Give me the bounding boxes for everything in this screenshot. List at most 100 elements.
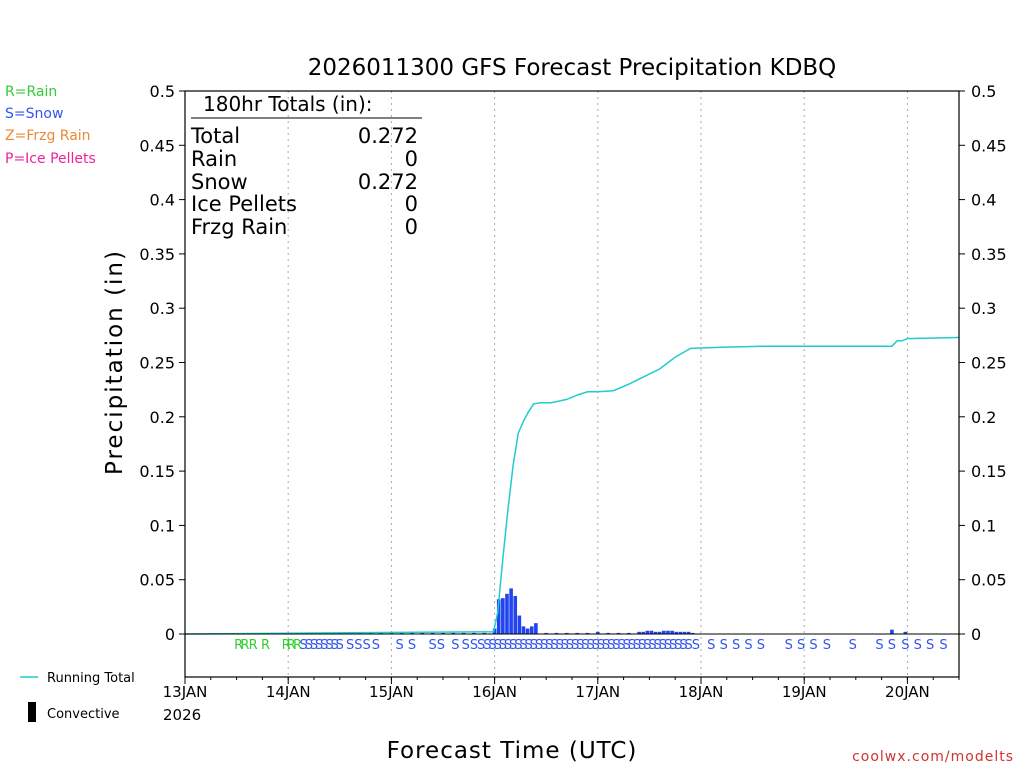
- totals-frzg-rain-value: 0: [405, 215, 418, 239]
- running-total-line: [184, 336, 960, 635]
- ptype-marker: S: [602, 638, 610, 653]
- ptype-marker: S: [429, 638, 437, 653]
- y-tick-label-left: 0.2: [150, 408, 175, 427]
- ptype-marker: R: [293, 638, 302, 653]
- credit-text: coolwx.com/modelts: [852, 749, 1014, 765]
- ptype-marker: S: [305, 638, 313, 653]
- snow-bars: [327, 588, 908, 634]
- ptype-marker: R: [234, 638, 243, 653]
- ptype-marker: S: [612, 638, 620, 653]
- ptype-marker: S: [744, 638, 752, 653]
- snow-bar: [534, 623, 538, 634]
- x-tick-label: 15JAN: [369, 683, 414, 701]
- ptype-marker: S: [692, 638, 700, 653]
- ptype-marker: S: [408, 638, 416, 653]
- ptype-marker: S: [545, 638, 553, 653]
- snow-bar: [441, 632, 445, 634]
- y-tick-label-left: 0.45: [139, 136, 175, 155]
- ptype-marker: S: [720, 638, 728, 653]
- ptype-marker: S: [617, 638, 625, 653]
- ptype-marker: S: [592, 638, 600, 653]
- snow-bar: [513, 595, 518, 634]
- ptype-marker: S: [576, 638, 584, 653]
- totals-rain-value: 0: [405, 147, 418, 171]
- snow-bar: [585, 632, 590, 634]
- y-tick-label-left: 0.3: [150, 299, 175, 318]
- y-tick-label-right: 0.2: [971, 408, 996, 427]
- ptype-marker: S: [628, 638, 636, 653]
- ptype-marker: S: [362, 638, 370, 653]
- ptype-marker: S: [809, 638, 817, 653]
- ptype-marker: S: [607, 638, 615, 653]
- ptype-marker: S: [654, 638, 662, 653]
- ptype-marker: S: [325, 638, 333, 653]
- snow-bar: [645, 630, 650, 634]
- ptype-marker: S: [354, 638, 362, 653]
- legend-convective-swatch: [28, 702, 36, 722]
- y-tick-label-left: 0.5: [150, 82, 175, 101]
- snow-bar: [682, 631, 687, 634]
- ptype-marker: S: [684, 638, 692, 653]
- snow-bar: [496, 599, 501, 634]
- y-tick-label-left: 0.25: [139, 354, 175, 373]
- axes: 0 00.05 0.050.1 0.10.15 0.150.2 0.20.25 0.250.…: [139, 82, 1006, 701]
- ptype-marker: S: [488, 638, 496, 653]
- ptype-marker: S: [797, 638, 805, 653]
- ptype-marker: S: [785, 638, 793, 653]
- y-tick-label-left: 0.1: [150, 516, 175, 535]
- x-tick-label: 18JAN: [679, 683, 724, 701]
- snow-bar: [606, 632, 610, 634]
- plot-frame: [184, 90, 960, 678]
- snow-bar: [368, 632, 373, 634]
- ptype-marker: S: [849, 638, 857, 653]
- ptype-marker: S: [888, 638, 896, 653]
- y-axis-label: Precipitation (in): [102, 249, 128, 475]
- totals-ice-pellets-label: Ice Pellets: [191, 192, 297, 216]
- x-tick-label: 13JAN: [163, 683, 208, 701]
- totals-heading: 180hr Totals (in):: [203, 92, 373, 116]
- ptype-marker: S: [643, 638, 651, 653]
- snow-bar: [657, 631, 662, 634]
- y-tick-label-right: 0.25: [971, 354, 1007, 373]
- snow-bar: [358, 632, 363, 634]
- ptype-marker: S: [331, 638, 339, 653]
- snow-bar: [595, 631, 600, 634]
- ptype-marker: S: [566, 638, 574, 653]
- legend-frzg-rain: Z=Frzg Rain: [5, 128, 91, 144]
- ptype-marker: S: [586, 638, 594, 653]
- ptype-marker: S: [939, 638, 947, 653]
- ptype-marker: R: [240, 638, 249, 653]
- legend-snow: S=Snow: [5, 106, 63, 122]
- ptype-marker: S: [310, 638, 318, 653]
- snow-bar: [890, 629, 894, 634]
- ptype-marker: S: [504, 638, 512, 653]
- ptype-marker: S: [477, 638, 485, 653]
- ptype-marker: S: [597, 638, 605, 653]
- ptype-marker: S: [561, 638, 569, 653]
- y-tick-label-right: 0: [971, 625, 981, 644]
- ptype-marker: S: [914, 638, 922, 653]
- ptype-marker: S: [633, 638, 641, 653]
- snow-bar: [666, 630, 670, 634]
- year-label: 2026: [163, 706, 201, 724]
- ptype-marker: S: [396, 638, 404, 653]
- x-tick-label: 19JAN: [782, 683, 827, 701]
- ptype-marker: S: [757, 638, 765, 653]
- x-tick-label: 14JAN: [266, 683, 311, 701]
- ptype-marker: S: [346, 638, 354, 653]
- ptype-marker: R: [282, 638, 291, 653]
- snow-bar: [616, 632, 621, 634]
- y-tick-label-left: 0.05: [139, 571, 175, 590]
- legend-running-total-label: Running Total: [47, 671, 135, 686]
- snow-bar: [641, 631, 646, 634]
- ptype-marker: S: [336, 638, 344, 653]
- snow-bar: [674, 631, 679, 634]
- y-tick-label-left: 0.15: [139, 462, 175, 481]
- snow-bar: [525, 628, 530, 634]
- snow-bar: [505, 593, 509, 634]
- snow-bar: [451, 632, 456, 634]
- snow-bar: [410, 632, 414, 634]
- ptype-marker: S: [509, 638, 517, 653]
